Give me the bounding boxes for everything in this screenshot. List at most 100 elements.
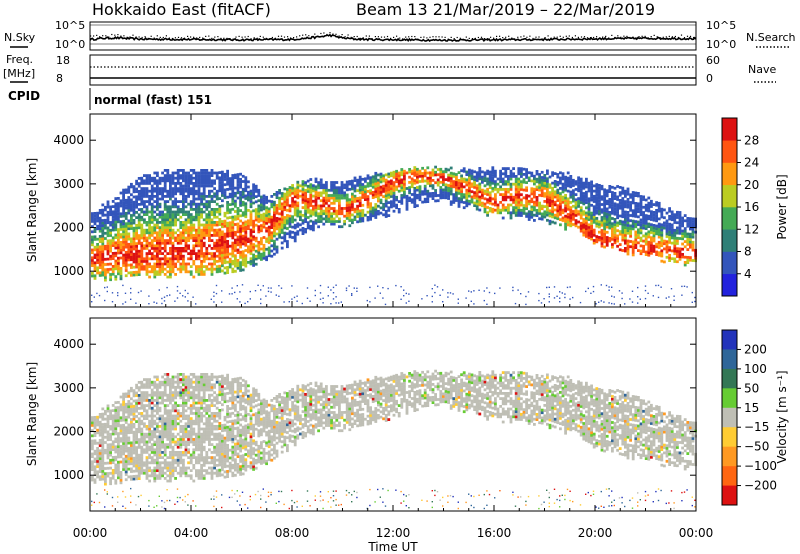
power-cell xyxy=(119,267,123,270)
power-cell xyxy=(270,287,272,289)
noise-sky-line xyxy=(89,33,697,43)
power-cell xyxy=(400,194,404,197)
noise-search-dot xyxy=(117,34,119,36)
power-cell xyxy=(254,213,258,217)
power-cell xyxy=(192,249,196,253)
power-cell xyxy=(517,188,521,191)
velocity-cell xyxy=(114,479,118,482)
power-cell xyxy=(657,253,661,257)
power-cell xyxy=(642,205,645,209)
power-cell xyxy=(392,204,396,208)
power-cell xyxy=(299,184,302,188)
power-cell xyxy=(210,254,214,258)
power-cell xyxy=(140,249,144,253)
noise-search-dot xyxy=(365,35,367,37)
power-cell xyxy=(231,192,235,196)
power-cell xyxy=(182,213,185,216)
power-cell xyxy=(652,234,656,238)
power-cell xyxy=(491,189,495,193)
power-cell xyxy=(150,228,154,232)
power-cell xyxy=(202,197,206,201)
power-cell xyxy=(585,229,588,233)
power-cell xyxy=(535,211,539,215)
power-cell xyxy=(249,244,253,248)
power-cell xyxy=(306,197,310,201)
power-cell xyxy=(231,200,235,203)
velocity-cell xyxy=(104,441,107,444)
velocity-cell xyxy=(122,434,125,438)
power-cell xyxy=(358,196,362,200)
power-cell xyxy=(392,189,396,192)
power-cell xyxy=(166,223,170,227)
power-cell xyxy=(444,183,448,187)
power-cell xyxy=(143,189,146,193)
power-cell xyxy=(109,275,112,279)
power-cell xyxy=(431,179,435,182)
velocity-cell xyxy=(106,446,110,449)
power-cell xyxy=(208,231,211,235)
power-cell xyxy=(327,204,331,208)
power-cell xyxy=(325,214,328,218)
power-cell xyxy=(468,189,471,193)
beam-date-title: Beam 13 21/Mar/2019 – 22/Mar/2019 xyxy=(356,0,655,19)
power-cell xyxy=(270,234,274,237)
power-cell xyxy=(512,182,515,186)
velocity-cell xyxy=(106,466,110,470)
power-cell xyxy=(148,226,151,229)
power-cell xyxy=(195,241,198,245)
power-cell xyxy=(689,243,692,246)
power-cell xyxy=(650,241,653,245)
power-cell xyxy=(226,195,229,199)
power-cell xyxy=(582,233,586,237)
power-cell xyxy=(150,267,154,271)
power-cell xyxy=(265,295,267,297)
power-cell xyxy=(202,169,206,172)
power-cell xyxy=(322,191,326,195)
power-cell xyxy=(101,234,105,238)
power-cell xyxy=(668,233,671,236)
power-cell xyxy=(257,251,261,255)
velocity-cell xyxy=(93,431,97,435)
power-cell xyxy=(312,223,315,227)
power-cell xyxy=(395,195,398,199)
power-cell xyxy=(148,275,151,279)
power-cell xyxy=(275,245,279,249)
power-cell xyxy=(223,196,227,200)
power-cell xyxy=(306,190,310,193)
power-cell xyxy=(200,231,203,235)
power-cell xyxy=(655,245,658,249)
power-cell xyxy=(231,236,235,240)
velocity-cell xyxy=(127,402,131,406)
power-cell xyxy=(452,195,456,199)
power-cell xyxy=(527,291,530,293)
power-cell xyxy=(626,198,630,201)
power-cell xyxy=(540,217,544,221)
power-cell xyxy=(572,181,575,185)
power-cell xyxy=(176,182,180,185)
power-cell xyxy=(335,199,339,203)
power-cell xyxy=(236,259,240,262)
power-cell xyxy=(572,215,575,219)
power-cell xyxy=(556,206,560,210)
noise-search-dot xyxy=(244,36,246,38)
power-cell xyxy=(561,172,565,176)
noise-search-dot xyxy=(123,35,125,37)
power-cell xyxy=(265,206,268,210)
power-cell xyxy=(579,216,583,220)
noise-search-dot xyxy=(126,36,128,38)
power-cell xyxy=(234,264,237,268)
power-cell xyxy=(98,245,102,249)
velocity-cell xyxy=(122,413,125,417)
power-cell xyxy=(257,207,261,210)
power-cell xyxy=(187,239,190,242)
power-cell xyxy=(153,273,157,276)
power-cell xyxy=(166,221,170,224)
power-cell xyxy=(244,230,248,234)
power-cell xyxy=(169,252,172,255)
power-cell xyxy=(475,186,479,190)
power-cell xyxy=(140,223,144,227)
power-cell xyxy=(215,239,219,242)
power-cell xyxy=(559,187,562,190)
power-cell xyxy=(494,203,497,207)
power-cell xyxy=(176,228,180,232)
